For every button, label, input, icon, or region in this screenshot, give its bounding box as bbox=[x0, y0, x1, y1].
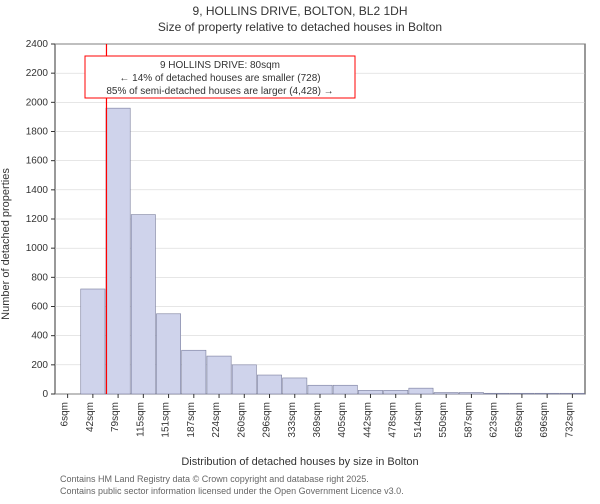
svg-text:79sqm: 79sqm bbox=[110, 402, 121, 432]
svg-text:600: 600 bbox=[31, 302, 48, 313]
histogram-bar bbox=[384, 390, 408, 394]
histogram-bar bbox=[333, 385, 357, 394]
svg-text:442sqm: 442sqm bbox=[362, 402, 373, 438]
histogram-bar bbox=[358, 390, 382, 394]
histogram-bar bbox=[535, 393, 559, 394]
svg-text:42sqm: 42sqm bbox=[85, 402, 96, 432]
svg-text:623sqm: 623sqm bbox=[489, 402, 500, 438]
histogram-bar bbox=[81, 289, 105, 394]
svg-text:400: 400 bbox=[31, 331, 48, 342]
svg-text:6sqm: 6sqm bbox=[60, 402, 71, 426]
svg-text:2200: 2200 bbox=[26, 68, 49, 79]
svg-text:115sqm: 115sqm bbox=[135, 402, 146, 437]
svg-text:405sqm: 405sqm bbox=[337, 402, 348, 438]
svg-text:732sqm: 732sqm bbox=[564, 402, 575, 438]
svg-text:659sqm: 659sqm bbox=[514, 402, 525, 438]
histogram-bar bbox=[207, 356, 231, 394]
svg-text:333sqm: 333sqm bbox=[287, 402, 298, 438]
histogram-bar bbox=[409, 388, 433, 394]
histogram-bar bbox=[182, 350, 206, 394]
histogram-bar bbox=[257, 375, 281, 394]
svg-text:224sqm: 224sqm bbox=[211, 402, 222, 438]
histogram-bar bbox=[106, 108, 130, 394]
chart-subtitle: Size of property relative to detached ho… bbox=[0, 20, 600, 34]
callout-line-2: ← 14% of detached houses are smaller (72… bbox=[119, 73, 320, 84]
histogram-bar bbox=[131, 215, 155, 394]
svg-text:1000: 1000 bbox=[26, 243, 49, 254]
svg-text:296sqm: 296sqm bbox=[262, 402, 273, 438]
svg-text:1400: 1400 bbox=[26, 185, 49, 196]
svg-text:1200: 1200 bbox=[26, 214, 49, 225]
svg-text:151sqm: 151sqm bbox=[161, 402, 172, 438]
svg-text:260sqm: 260sqm bbox=[236, 402, 247, 438]
histogram-bar bbox=[560, 393, 584, 394]
histogram-bar bbox=[283, 378, 307, 394]
svg-text:187sqm: 187sqm bbox=[186, 402, 197, 438]
svg-text:550sqm: 550sqm bbox=[438, 402, 449, 438]
histogram-bar bbox=[308, 385, 332, 394]
histogram-bar bbox=[434, 393, 458, 394]
credit-line-2: Contains public sector information licen… bbox=[60, 486, 600, 498]
x-axis-label: Distribution of detached houses by size … bbox=[0, 456, 600, 468]
callout-line-1: 9 HOLLINS DRIVE: 80sqm bbox=[160, 60, 280, 71]
svg-text:0: 0 bbox=[42, 389, 48, 400]
svg-text:2400: 2400 bbox=[26, 39, 49, 50]
svg-text:696sqm: 696sqm bbox=[539, 402, 550, 438]
histogram-bar bbox=[510, 393, 534, 394]
callout-line-3: 85% of semi-detached houses are larger (… bbox=[106, 86, 333, 97]
credit-line-1: Contains HM Land Registry data © Crown c… bbox=[60, 474, 600, 486]
svg-text:1600: 1600 bbox=[26, 156, 49, 167]
svg-text:587sqm: 587sqm bbox=[463, 402, 474, 438]
chart-area: Number of detached properties 0 200 400 600… bbox=[0, 34, 600, 454]
histogram-bar bbox=[459, 393, 483, 394]
histogram-svg: 0 200 400 600 800 1000 1200 1400 1600 1800 2000 220… bbox=[0, 34, 600, 454]
histogram-bar bbox=[156, 314, 180, 394]
y-axis-label: Number of detached properties bbox=[0, 168, 12, 320]
svg-text:2000: 2000 bbox=[26, 97, 49, 108]
chart-title: 9, HOLLINS DRIVE, BOLTON, BL2 1DH bbox=[0, 4, 600, 18]
svg-text:514sqm: 514sqm bbox=[413, 402, 424, 438]
chart-credits: Contains HM Land Registry data © Crown c… bbox=[60, 474, 600, 497]
histogram-bar bbox=[485, 393, 509, 394]
svg-text:478sqm: 478sqm bbox=[388, 402, 399, 438]
svg-text:800: 800 bbox=[31, 272, 48, 283]
svg-text:369sqm: 369sqm bbox=[312, 402, 323, 438]
svg-text:1800: 1800 bbox=[26, 127, 49, 138]
svg-text:200: 200 bbox=[31, 360, 48, 371]
histogram-bar bbox=[232, 365, 256, 394]
